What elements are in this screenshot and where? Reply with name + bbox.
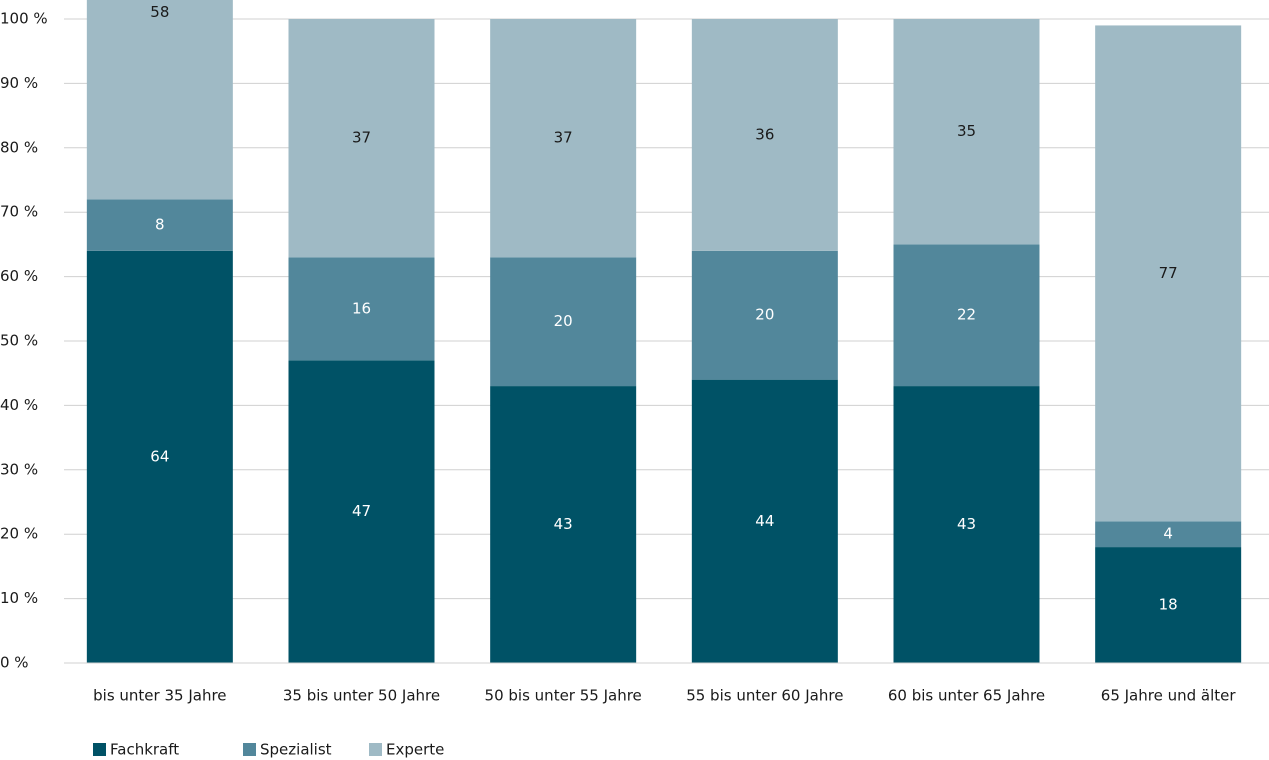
value-label: 64 — [150, 447, 169, 465]
value-label: 22 — [957, 306, 976, 324]
y-tick-label: 10 % — [0, 589, 38, 607]
value-label: 20 — [554, 312, 573, 330]
bar-segment — [288, 360, 435, 663]
value-label: 58 — [150, 3, 169, 21]
value-label: 16 — [352, 299, 371, 317]
legend-swatch — [243, 743, 256, 756]
value-label: 36 — [755, 125, 774, 143]
x-tick-label: 60 bis unter 65 Jahre — [888, 687, 1045, 705]
y-tick-label: 80 % — [0, 138, 38, 156]
x-tick-label: bis unter 35 Jahre — [93, 687, 226, 705]
bar-segment — [1095, 25, 1242, 522]
y-tick-label: 100 % — [0, 10, 48, 28]
value-label: 43 — [554, 515, 573, 533]
y-tick-label: 0 % — [0, 654, 29, 672]
bar-segment — [86, 0, 233, 200]
value-label: 4 — [1163, 525, 1173, 543]
bar-segment — [691, 19, 838, 251]
bar-segment — [490, 19, 637, 258]
y-tick-label: 60 % — [0, 267, 38, 285]
y-tick-label: 20 % — [0, 525, 38, 543]
value-label: 47 — [352, 502, 371, 520]
bar-segment — [893, 386, 1040, 663]
value-label: 43 — [957, 515, 976, 533]
y-tick-label: 50 % — [0, 332, 38, 350]
bar-segment — [1095, 521, 1242, 548]
bar-segment — [86, 250, 233, 663]
y-tick-label: 30 % — [0, 460, 38, 478]
bar-segment — [691, 379, 838, 663]
y-tick-label: 90 % — [0, 74, 38, 92]
bar-segment — [490, 386, 637, 663]
value-label: 37 — [554, 129, 573, 147]
legend-swatch — [93, 743, 106, 756]
bar-segment — [893, 19, 1040, 245]
y-tick-label: 40 % — [0, 396, 38, 414]
value-label: 8 — [155, 216, 165, 234]
value-label: 37 — [352, 129, 371, 147]
x-tick-label: 65 Jahre und älter — [1101, 687, 1237, 705]
bar-segment — [1095, 547, 1242, 663]
x-tick-label: 35 bis unter 50 Jahre — [283, 687, 440, 705]
bar-segment — [490, 257, 637, 387]
value-label: 18 — [1159, 596, 1178, 614]
bar-segment — [893, 244, 1040, 387]
bar-segment — [691, 250, 838, 380]
value-label: 44 — [755, 512, 774, 530]
bar-segment — [86, 199, 233, 251]
x-tick-label: 50 bis unter 55 Jahre — [485, 687, 642, 705]
y-tick-label: 70 % — [0, 203, 38, 221]
bar-segment — [288, 257, 435, 361]
x-tick-label: 55 bis unter 60 Jahre — [686, 687, 843, 705]
legend-label: Fachkraft — [110, 741, 179, 759]
value-label: 77 — [1159, 264, 1178, 282]
bar-segment — [288, 19, 435, 258]
value-label: 35 — [957, 122, 976, 140]
value-label: 20 — [755, 306, 774, 324]
legend-label: Experte — [386, 741, 444, 759]
legend-swatch — [369, 743, 382, 756]
legend-label: Spezialist — [260, 741, 332, 759]
